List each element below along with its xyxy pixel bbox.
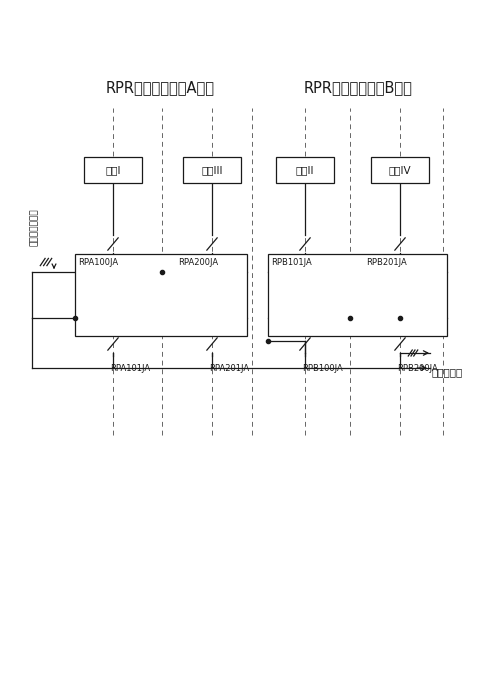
Bar	[371, 157, 429, 183]
Bar	[84, 157, 142, 183]
Text: RPB201JA: RPB201JA	[366, 258, 407, 267]
Text: 通道II: 通道II	[296, 165, 314, 175]
Bar	[183, 157, 241, 183]
Text: RPB200JA: RPB200JA	[397, 364, 438, 373]
Text: RPR紧急停堆系统B系列: RPR紧急停堆系统B系列	[303, 80, 413, 95]
Text: RPA200JA: RPA200JA	[178, 258, 218, 267]
Text: RPA100JA: RPA100JA	[78, 258, 118, 267]
Text: 通道I: 通道I	[105, 165, 121, 175]
Bar	[276, 157, 334, 183]
Text: 通道III: 通道III	[201, 165, 223, 175]
Text: RPB100JA: RPB100JA	[302, 364, 343, 373]
Text: 通道IV: 通道IV	[389, 165, 411, 175]
Text: RPA201JA: RPA201JA	[209, 364, 249, 373]
Text: RPB101JA: RPB101JA	[271, 258, 312, 267]
Text: RPA101JA: RPA101JA	[110, 364, 150, 373]
Text: 来自停电源系统: 来自停电源系统	[30, 208, 39, 246]
Text: RPR紧急停堆系统A系列: RPR紧急停堆系统A系列	[105, 80, 215, 95]
Bar	[268, 254, 447, 336]
Bar	[75, 254, 247, 336]
Text: 去棒控系统: 去棒控系统	[432, 367, 463, 377]
